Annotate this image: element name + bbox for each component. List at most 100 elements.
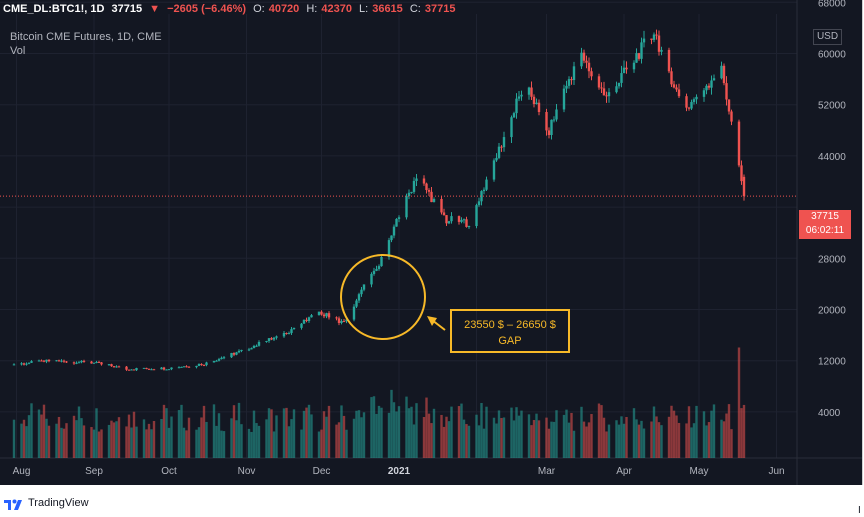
volume-bar <box>232 405 236 458</box>
candle-body <box>40 360 43 362</box>
volume-bar <box>580 406 583 458</box>
candle-body <box>267 338 271 341</box>
volume-bar <box>275 415 278 458</box>
volume-bar <box>737 347 741 458</box>
candle-body <box>477 201 481 206</box>
volume-bar <box>165 408 168 458</box>
candle-body <box>162 367 166 370</box>
candle-body <box>200 363 203 365</box>
volume-bar <box>372 396 376 458</box>
candle-body <box>310 315 313 318</box>
candle-body <box>582 52 586 61</box>
candle-body <box>412 180 416 192</box>
candle-body <box>265 340 268 342</box>
volume-bar <box>712 404 716 458</box>
volume-bar <box>230 418 233 458</box>
volume-bar <box>282 408 286 458</box>
volume-bar <box>537 420 541 458</box>
candle-body <box>622 67 626 74</box>
volume-bar <box>142 419 146 458</box>
volume-bar <box>460 403 463 458</box>
volume-bar <box>360 417 363 458</box>
volume-bar <box>392 402 396 458</box>
candle-body <box>410 191 413 193</box>
volume-bar <box>562 414 566 458</box>
candle-body <box>115 366 118 368</box>
volume-bar <box>77 406 81 458</box>
y-tick-label: 20000 <box>818 306 846 317</box>
volume-bar <box>395 411 398 458</box>
high-value: 42370 <box>321 3 352 15</box>
candle-body <box>117 366 121 368</box>
candle-body <box>222 357 226 359</box>
volume-bar <box>180 404 183 458</box>
volume-bar <box>705 425 708 458</box>
candle-body <box>322 314 326 317</box>
volume-bar <box>292 409 296 458</box>
currency-badge[interactable]: USD <box>813 29 842 45</box>
candle-body <box>425 183 428 190</box>
volume-bar <box>407 408 411 458</box>
volume-bar <box>527 414 531 458</box>
candle-body <box>230 353 233 358</box>
volume-bar <box>240 424 243 458</box>
volume-bar <box>445 416 448 458</box>
volume-bar <box>707 422 711 458</box>
volume-bar <box>47 425 51 458</box>
candle-body <box>502 137 506 148</box>
candle-body <box>545 112 548 131</box>
candle-body <box>272 337 276 340</box>
volume-bar <box>587 422 591 458</box>
candle-body <box>520 94 523 97</box>
candle-body <box>202 364 206 366</box>
volume-bar <box>22 419 26 458</box>
volume-bar <box>57 416 61 458</box>
volume-bar <box>100 429 103 458</box>
candle-body <box>237 350 241 353</box>
volume-bar <box>677 422 681 458</box>
candle-body <box>27 362 31 364</box>
volume-bar <box>62 428 66 458</box>
volume-bar <box>317 431 321 458</box>
volume-bar <box>632 408 636 458</box>
candle-body <box>727 99 731 112</box>
candle-body <box>255 345 258 347</box>
volume-bar <box>325 416 328 458</box>
volume-bar <box>255 423 258 458</box>
candle-body <box>387 240 391 258</box>
volume-bar <box>195 429 198 458</box>
volume-bar <box>642 428 646 458</box>
volume-bar <box>430 423 433 458</box>
candle-body <box>167 369 171 371</box>
volume-bar <box>150 429 153 458</box>
candle-body <box>655 34 658 36</box>
candle-body <box>465 219 468 227</box>
volume-bar <box>370 397 373 458</box>
candle-body <box>570 79 573 81</box>
candle-body <box>205 362 208 366</box>
candle-body <box>632 62 636 70</box>
candle-body <box>220 357 223 360</box>
tradingview-logo-icon[interactable] <box>4 496 26 510</box>
chart-subtitle: Bitcoin CME Futures, 1D, CME <box>10 31 162 43</box>
candle-body <box>565 85 568 89</box>
candle-body <box>710 80 713 88</box>
candle-body <box>352 306 356 320</box>
candle-body <box>235 352 238 355</box>
candle-body <box>497 146 501 158</box>
symbol-label[interactable]: CME_DL:BTC1!, 1D <box>3 3 105 15</box>
y-tick-label: 52000 <box>818 101 846 112</box>
candle-body <box>100 362 103 365</box>
volume-bar <box>45 418 48 458</box>
volume-bar <box>415 403 418 458</box>
candle-body <box>80 360 83 363</box>
candle-body <box>712 78 716 81</box>
tradingview-wordmark[interactable]: TradingView <box>28 497 89 509</box>
volume-bar <box>530 425 533 458</box>
volume-bar <box>300 429 303 458</box>
candle-body <box>150 369 153 371</box>
x-tick-label: Mar <box>538 466 556 477</box>
candle-body <box>317 311 321 316</box>
candle-body <box>127 369 131 371</box>
volume-bar <box>720 419 723 458</box>
